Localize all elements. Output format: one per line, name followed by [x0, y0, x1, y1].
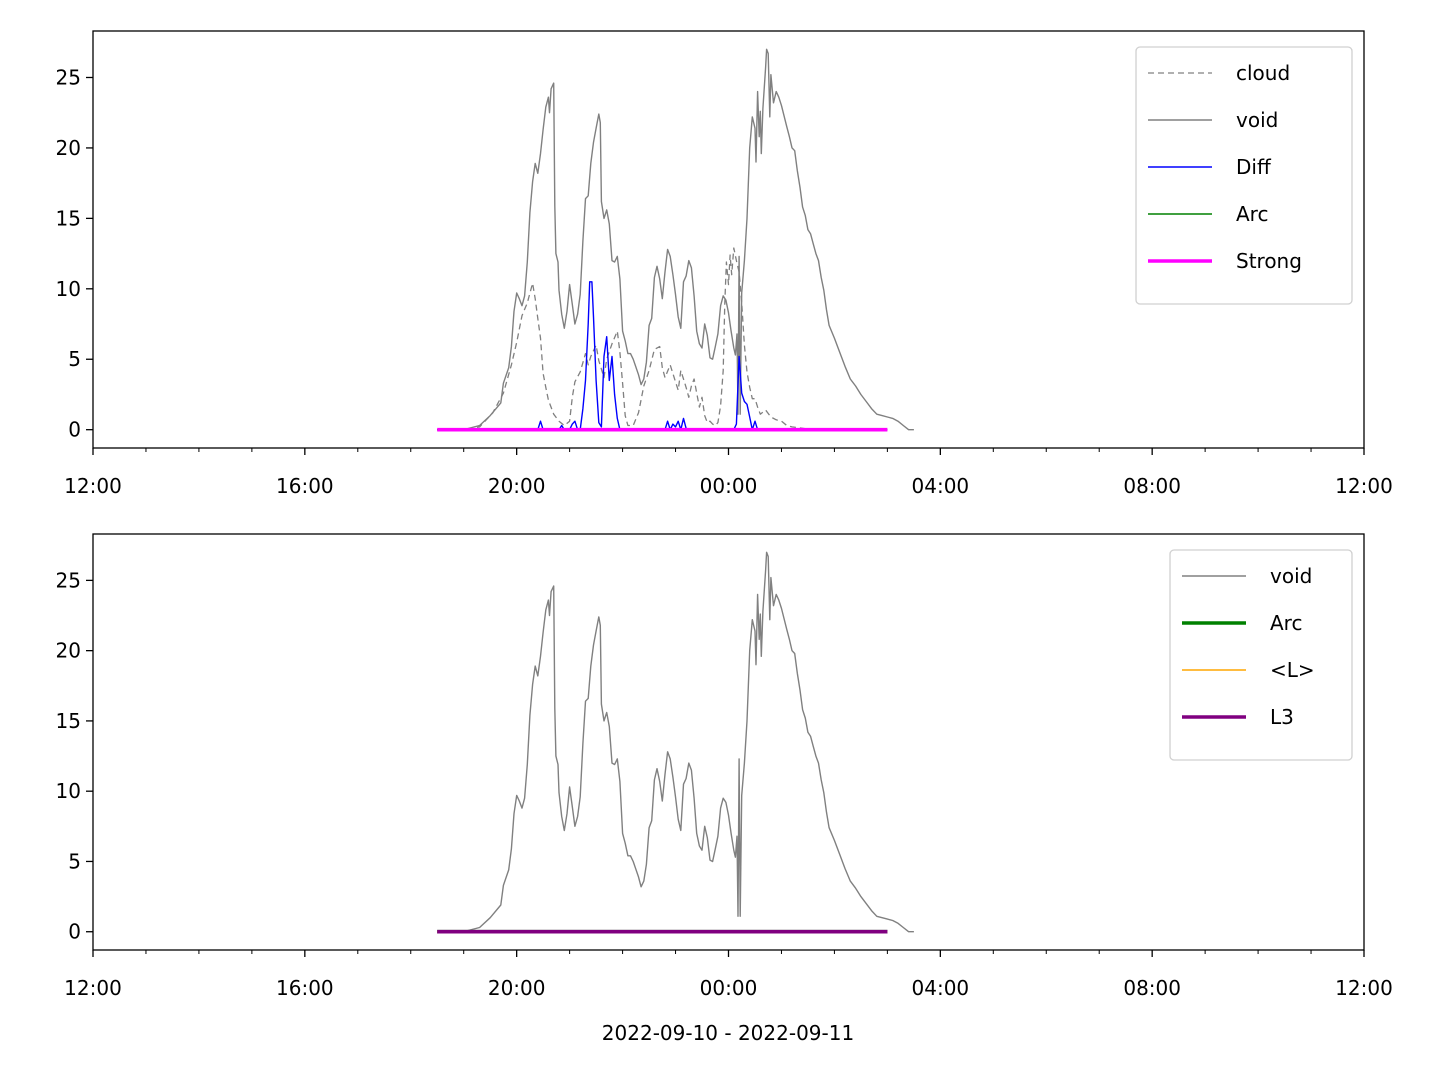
x-tick-label: 12:00 [64, 976, 122, 1000]
legend-label: void [1270, 564, 1312, 588]
x-tick-label: 20:00 [488, 976, 546, 1000]
series-line-cloud [437, 247, 888, 431]
plot-area [437, 551, 914, 934]
legend-label: Arc [1236, 202, 1268, 226]
y-tick-label: 10 [56, 779, 81, 803]
x-tick-label: 04:00 [912, 474, 970, 498]
y-tick-label: 20 [56, 136, 81, 160]
series-line-Diff [437, 281, 888, 431]
legend-box [1169, 549, 1353, 761]
y-tick-label: 5 [68, 849, 81, 873]
series-line-void [437, 48, 914, 431]
legend-label: L3 [1270, 705, 1294, 729]
x-tick-label: 08:00 [1123, 976, 1181, 1000]
bottom-chart-panel: 0 5 10 15 20 25 12:00 16:00 20:00 00:00 04:00 08:00… [56, 533, 1393, 1000]
top-chart-panel: 0 5 10 15 20 25 12:00 16:00 20:00 00:00 04:00 08:00… [56, 30, 1393, 498]
x-axis-label: 2022-09-10 - 2022-09-11 [602, 1021, 854, 1045]
legend-box [1135, 46, 1353, 305]
y-tick-label: 25 [56, 65, 81, 89]
plot-area [437, 48, 914, 432]
x-tick-label: 16:00 [276, 976, 334, 1000]
x-tick-label: 20:00 [488, 474, 546, 498]
legend-label: Strong [1236, 249, 1302, 273]
y-tick-label: 15 [56, 206, 81, 230]
y-tick-label: 0 [68, 920, 81, 944]
y-tick-label: 5 [68, 347, 81, 371]
y-tick-label: 0 [68, 418, 81, 442]
x-tick-label: 12:00 [64, 474, 122, 498]
legend-label: Diff [1236, 155, 1272, 179]
x-tick-label: 00:00 [700, 474, 758, 498]
y-tick-label: 15 [56, 709, 81, 733]
legend-label: void [1236, 108, 1278, 132]
y-tick-label: 20 [56, 639, 81, 663]
legend-label: Arc [1270, 611, 1302, 635]
series-line-void [437, 551, 914, 933]
x-tick-label: 00:00 [700, 976, 758, 1000]
legend-label: cloud [1236, 61, 1290, 85]
x-tick-label: 12:00 [1335, 976, 1393, 1000]
y-tick-label: 25 [56, 568, 81, 592]
x-tick-label: 12:00 [1335, 474, 1393, 498]
y-tick-label: 10 [56, 277, 81, 301]
legend-label: <L> [1270, 658, 1315, 682]
x-tick-label: 04:00 [912, 976, 970, 1000]
x-tick-label: 08:00 [1123, 474, 1181, 498]
x-tick-label: 16:00 [276, 474, 334, 498]
